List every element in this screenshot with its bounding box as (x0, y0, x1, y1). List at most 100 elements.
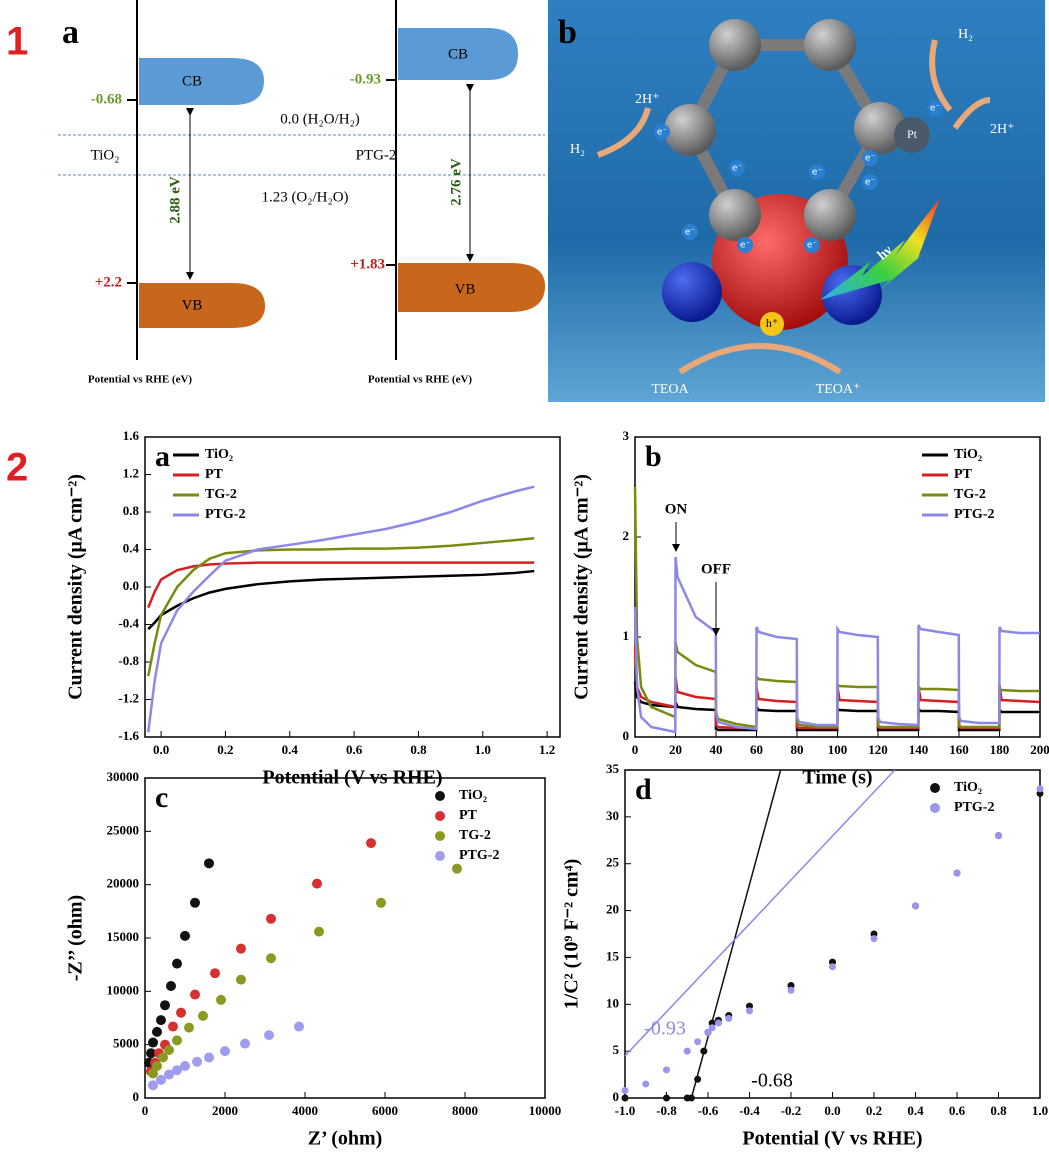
legend-label: TiO₂ (954, 447, 982, 462)
point (216, 995, 226, 1005)
panel-label: a (62, 14, 79, 51)
x-tick-label: 6000 (372, 1103, 398, 1118)
y-axis-label: Current density (μA cm⁻²) (571, 474, 593, 700)
figure-number: 1 (6, 20, 28, 64)
reaction-label: TEOA⁺ (816, 382, 861, 397)
point (912, 902, 919, 909)
y-tick-label: -0.8 (118, 653, 139, 668)
point (210, 968, 220, 978)
point (829, 963, 836, 970)
hole-label: h⁺ (766, 316, 778, 330)
y-tick-label: 30 (606, 808, 619, 823)
y-tick-label: 2 (623, 528, 630, 543)
point (220, 1046, 230, 1056)
point (240, 1039, 250, 1049)
point (709, 1024, 716, 1031)
point (204, 858, 214, 868)
point (684, 1048, 691, 1055)
point (180, 1061, 190, 1071)
point (152, 1027, 162, 1037)
legend-swatch (930, 803, 940, 813)
electron-label: e⁻ (865, 154, 876, 164)
y-tick-label: 20 (606, 902, 619, 917)
y-tick-label: 3 (623, 428, 630, 443)
legend-label: TiO₂ (954, 780, 982, 795)
point (294, 1022, 304, 1032)
y-tick-label: 5 (613, 1042, 620, 1057)
electron-label: e⁻ (930, 104, 941, 114)
legend-swatch (930, 783, 940, 793)
point (312, 879, 322, 889)
nitrogen-sphere (662, 262, 722, 322)
x-tick-label: -0.4 (739, 1103, 760, 1118)
legend-label: TG-2 (205, 487, 237, 502)
point (642, 1080, 649, 1087)
axis-label: Potential vs RHE (eV) (368, 374, 473, 386)
material-label: PTG-2 (356, 147, 397, 163)
x-axis-label: Potential (V vs RHE) (742, 1128, 922, 1150)
electron-label: e⁻ (865, 178, 876, 188)
point (160, 1000, 170, 1010)
point (192, 1057, 202, 1067)
x-tick-label: 200 (1030, 742, 1049, 757)
electron-label: e⁻ (685, 228, 696, 238)
y-tick-label: 35 (606, 761, 620, 776)
point (172, 1035, 182, 1045)
y-axis-label: -Z’’ (ohm) (65, 895, 87, 981)
band-label: CB (448, 46, 468, 62)
point (168, 1022, 178, 1032)
x-axis-label: Z’ (ohm) (308, 1128, 383, 1150)
series-line (148, 487, 534, 733)
x-tick-label: 1.0 (475, 742, 491, 757)
legend-label: TiO₂ (205, 447, 233, 462)
level-label: 0.0 (H₂O/H₂) (280, 111, 360, 127)
x-tick-label: 0.6 (346, 742, 363, 757)
point (176, 1008, 186, 1018)
x-tick-label: 8000 (452, 1103, 478, 1118)
x-tick-label: 0.0 (824, 1103, 840, 1118)
electron-label: e⁻ (732, 164, 743, 174)
point (663, 1066, 670, 1073)
point (164, 1045, 174, 1055)
panel-label: c (155, 781, 168, 814)
point (236, 944, 246, 954)
x-tick-label: 10000 (529, 1103, 562, 1118)
y-tick-label: 25000 (107, 822, 140, 837)
x-tick-label: 0.4 (282, 742, 299, 757)
y-tick-label: 1.6 (123, 428, 140, 443)
point (266, 953, 276, 963)
axis-label: Potential vs RHE (eV) (88, 374, 193, 386)
point (700, 1048, 707, 1055)
y-tick-label: -0.4 (118, 615, 139, 630)
point (190, 898, 200, 908)
point (746, 1007, 753, 1014)
y-tick-label: 15000 (107, 929, 140, 944)
x-tick-label: 1.2 (539, 742, 555, 757)
x-tick-label: 100 (828, 742, 848, 757)
x-tick-label: 40 (710, 742, 723, 757)
x-tick-label: 20 (669, 742, 682, 757)
panel-label: a (155, 440, 170, 473)
x-tick-label: 0 (632, 742, 639, 757)
point (1037, 785, 1044, 792)
band-label: VB (182, 297, 203, 313)
gap-label: 2.76 eV (448, 158, 464, 206)
x-tick-label: 0.6 (949, 1103, 966, 1118)
point (694, 1076, 701, 1083)
legend-label: PT (954, 467, 973, 482)
x-tick-label: -0.6 (698, 1103, 719, 1118)
x-tick-label: 4000 (292, 1103, 318, 1118)
electron-label: e⁻ (807, 241, 818, 251)
legend-swatch (435, 791, 445, 801)
legend-swatch (435, 811, 445, 821)
x-tick-label: 80 (791, 742, 804, 757)
pt-label: Pt (907, 127, 918, 141)
y-tick-label: 30000 (107, 769, 140, 784)
electron-label: e⁻ (657, 128, 668, 138)
point (366, 838, 376, 848)
point (694, 1038, 701, 1045)
x-tick-label: 0.8 (990, 1103, 1007, 1118)
y-tick-label: 1.2 (123, 465, 139, 480)
x-tick-label: 0.2 (217, 742, 233, 757)
x-tick-label: 1.0 (1032, 1103, 1048, 1118)
